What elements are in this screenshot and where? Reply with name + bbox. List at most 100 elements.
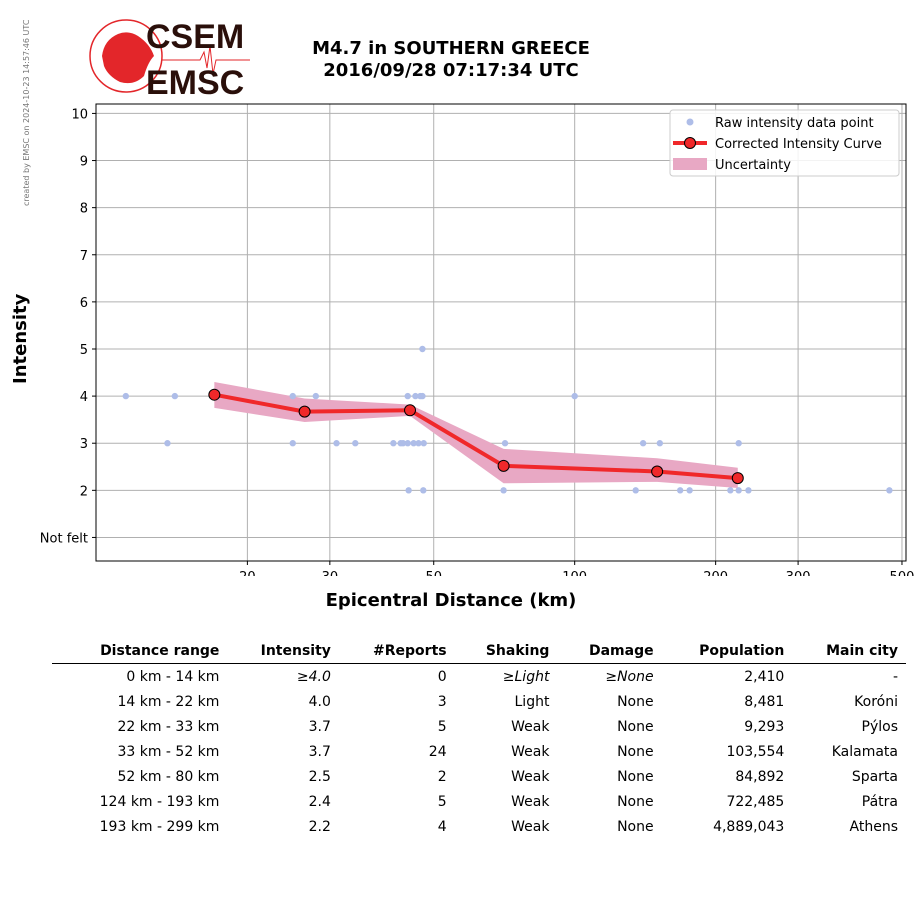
- cell-distance-range: 22 km - 33 km: [117, 718, 220, 735]
- cell-population: 4,889,043: [713, 818, 785, 835]
- logo-globe-land: [102, 32, 154, 84]
- raw-data-point: [639, 440, 647, 447]
- cell-intensity: 3.7: [308, 718, 331, 735]
- raw-data-point: [289, 392, 296, 400]
- curve-layer: [208, 388, 744, 485]
- curve-point: [404, 404, 417, 417]
- plot-frame: [95, 103, 907, 562]
- table-row: 33 km - 52 km 3.7 24 Weak None 103,554 Kalamat…: [52, 739, 906, 764]
- x-tick-label: 500: [890, 570, 915, 576]
- curve-point: [497, 459, 510, 472]
- cell-reports: 5: [437, 793, 447, 810]
- header-distance-range: Distance range: [52, 640, 228, 664]
- cell-shaking: Weak: [511, 818, 550, 835]
- cell-distance-range: 52 km - 80 km: [117, 768, 220, 785]
- raw-data-point: [500, 487, 507, 494]
- x-tick-label: 200: [703, 570, 728, 576]
- raw-data-point: [412, 392, 419, 400]
- logo-line1: CSEM: [146, 18, 244, 56]
- y-tick-label: 10: [71, 107, 88, 122]
- raw-points-layer: [122, 345, 893, 494]
- intensity-chart: 20 30 50 100 200 300 500 Not felt 2 3 4 5 6 7 8 9 10 Raw…: [40, 103, 915, 576]
- cell-shaking: Weak: [511, 718, 550, 735]
- cell-population: 9,293: [744, 718, 785, 735]
- cell-damage: None: [617, 718, 654, 735]
- table-row: 0 km - 14 km ≥4.0 0 ≥Light ≥None 2,410 -: [52, 664, 906, 690]
- raw-data-point: [420, 487, 427, 494]
- cell-intensity: 2.4: [308, 793, 331, 810]
- legend-curve-label: Corrected Intensity Curve: [715, 137, 882, 152]
- raw-data-point: [501, 440, 509, 447]
- cell-reports: 24: [428, 743, 447, 760]
- raw-data-point: [735, 487, 742, 494]
- raw-data-point: [419, 345, 426, 353]
- cell-shaking: Weak: [511, 793, 550, 810]
- table-header-row: Distance range Intensity #Reports Shakin…: [52, 640, 906, 664]
- legend-raw-marker: [686, 118, 694, 126]
- cell-distance-range: 33 km - 52 km: [117, 743, 220, 760]
- cell-distance-range: 0 km - 14 km: [126, 668, 220, 685]
- curve-point: [731, 472, 744, 485]
- table-row: 14 km - 22 km 4.0 3 Light None 8,481 Koróni: [52, 689, 906, 714]
- cell-main-city: Koróni: [854, 693, 898, 710]
- raw-data-point: [745, 487, 752, 494]
- raw-data-point: [410, 440, 417, 447]
- y-tick-label: Not felt: [40, 531, 88, 546]
- ticks: 20 30 50 100 200 300 500 Not felt 2 3 4 5 6 7 8 9 10: [40, 107, 915, 576]
- y-tick-label: 3: [80, 437, 88, 452]
- x-tick-label: 100: [562, 570, 587, 576]
- cell-population: 722,485: [726, 793, 785, 810]
- raw-data-point: [333, 440, 340, 447]
- curve-point: [651, 465, 664, 478]
- cell-damage: None: [617, 743, 654, 760]
- cell-main-city: -: [892, 668, 898, 685]
- table-row: 193 km - 299 km 2.2 4 Weak None 4,889,043 Athe…: [52, 814, 906, 839]
- cell-distance-range: 193 km - 299 km: [99, 818, 220, 835]
- cell-damage: None: [617, 793, 654, 810]
- raw-data-point: [656, 440, 664, 447]
- cell-damage: None: [617, 818, 654, 835]
- raw-data-point: [886, 487, 893, 494]
- chart-title: M4.7 in SOUTHERN GREECE 2016/09/28 07:17…: [300, 38, 602, 82]
- cell-damage: ≥None: [605, 668, 654, 685]
- cell-damage: None: [617, 768, 654, 785]
- cell-main-city: Pátra: [861, 793, 898, 810]
- raw-data-point: [352, 440, 359, 447]
- raw-data-point: [122, 392, 130, 400]
- table-row: 124 km - 193 km 2.4 5 Weak None 722,485 Pátra: [52, 789, 906, 814]
- cell-reports: 3: [437, 693, 447, 710]
- cell-intensity: ≥4.0: [296, 668, 331, 685]
- cell-main-city: Kalamata: [831, 743, 898, 760]
- cell-intensity: 2.5: [308, 768, 331, 785]
- x-axis-label: Epicentral Distance (km): [325, 590, 577, 611]
- raw-data-point: [632, 487, 639, 494]
- raw-data-point: [404, 440, 411, 447]
- y-tick-label: 7: [80, 249, 88, 264]
- cell-reports: 2: [437, 768, 447, 785]
- cell-main-city: Pýlos: [861, 718, 898, 735]
- header-damage: Damage: [557, 640, 662, 664]
- cell-shaking: Weak: [511, 768, 550, 785]
- raw-data-point: [289, 440, 296, 447]
- uncertainty-layer: [214, 381, 738, 488]
- raw-data-point: [312, 392, 320, 400]
- cell-distance-range: 14 km - 22 km: [117, 693, 220, 710]
- logo-line2: EMSC: [146, 64, 244, 98]
- x-tick-label: 30: [322, 570, 339, 576]
- corrected-intensity-line: [213, 392, 738, 481]
- cell-damage: None: [617, 693, 654, 710]
- uncertainty-band: [214, 381, 738, 488]
- table-row: 52 km - 80 km 2.5 2 Weak None 84,892 Sparta: [52, 764, 906, 789]
- legend-curve-marker: [684, 137, 696, 149]
- cell-reports: 0: [437, 668, 447, 685]
- raw-data-point: [676, 487, 684, 494]
- cell-intensity: 2.2: [308, 818, 331, 835]
- raw-data-point: [686, 487, 693, 494]
- raw-data-point: [571, 392, 578, 400]
- legend-uncertainty-swatch: [673, 158, 707, 170]
- legend-box: [669, 109, 900, 177]
- raw-data-point: [404, 392, 411, 400]
- logo-globe-outline: [89, 19, 163, 93]
- cell-main-city: Sparta: [851, 768, 898, 785]
- chart-title-line2: 2016/09/28 07:17:34 UTC: [323, 60, 579, 81]
